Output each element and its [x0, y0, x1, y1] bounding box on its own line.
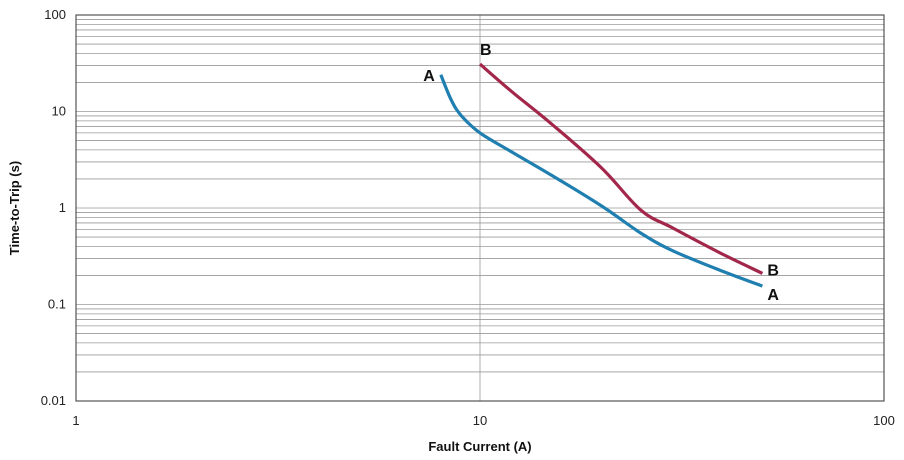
- x-tick-label: 10: [473, 413, 487, 428]
- y-axis-title: Time-to-Trip (s): [7, 161, 22, 255]
- curve-a: [439, 74, 763, 288]
- curve-b: [478, 62, 764, 275]
- y-tick-labels: 0.01 0.1 1 10 100: [41, 7, 66, 408]
- curve-label-a: A: [767, 287, 779, 304]
- y-tick-label: 0.1: [48, 297, 66, 312]
- plot-frame: [75, 14, 885, 402]
- x-tick-labels: 1 10 100: [72, 413, 894, 428]
- y-tick-label: 0.01: [41, 393, 66, 408]
- curve-label-b: B: [480, 42, 492, 59]
- curve-label-a: A: [423, 68, 435, 85]
- curves: [439, 62, 764, 288]
- curve-label-b: B: [767, 262, 779, 279]
- y-tick-label: 1: [59, 200, 66, 215]
- plot-grid: [76, 15, 884, 402]
- x-axis-title: Fault Current (A): [428, 439, 531, 454]
- x-tick-label: 1: [72, 413, 79, 428]
- y-tick-label: 10: [52, 104, 66, 119]
- y-tick-label: 100: [44, 7, 66, 22]
- x-tick-label: 100: [873, 413, 895, 428]
